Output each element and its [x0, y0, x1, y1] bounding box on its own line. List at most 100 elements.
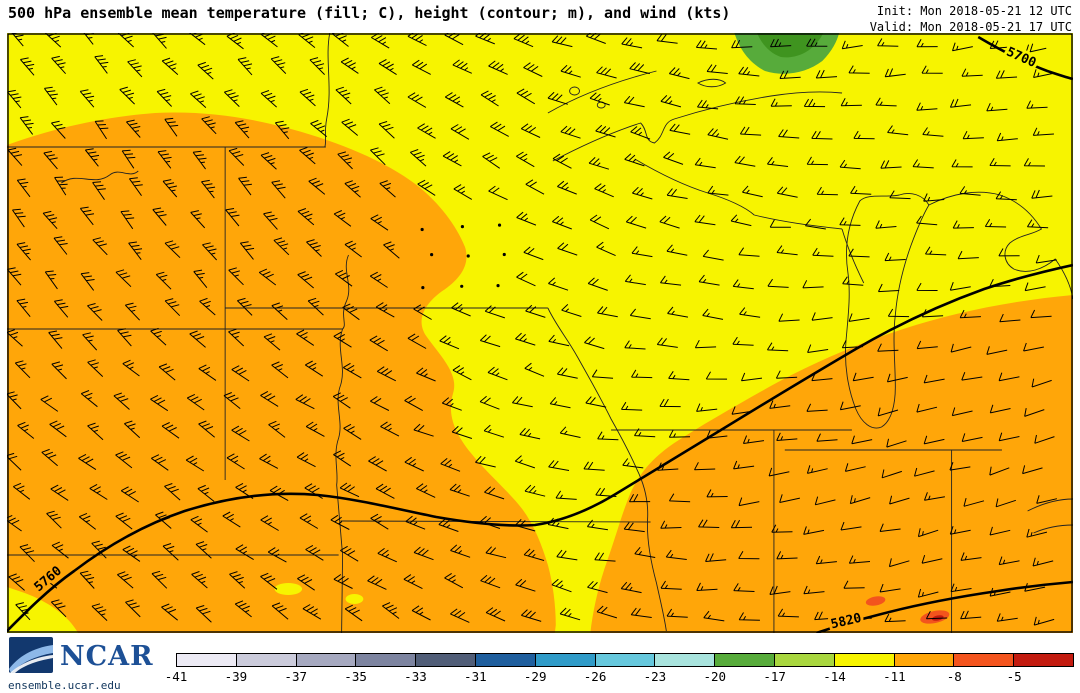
- wind-barb: [50, 599, 67, 618]
- wind-barb: [842, 276, 864, 286]
- wind-barb: [1031, 378, 1052, 388]
- wind-barb: [412, 59, 431, 75]
- wind-barb: [190, 515, 208, 533]
- wind-barb: [488, 60, 508, 75]
- wind-barb: [879, 583, 901, 593]
- wind-barb: [767, 278, 789, 288]
- wind-barb: [843, 580, 865, 589]
- wind-barb: [231, 365, 250, 382]
- wind-barb: [442, 151, 462, 167]
- wind-barb: [779, 494, 800, 503]
- page-title: 500 hPa ensemble mean temperature (fill;…: [8, 4, 731, 22]
- colorbar-cell: [953, 654, 1014, 666]
- wind-barb: [848, 555, 871, 564]
- wind-barb: [551, 35, 573, 48]
- wind-barb: [231, 425, 250, 442]
- wind-barb: [480, 90, 499, 107]
- wind-barb: [666, 244, 688, 256]
- wind-barb-layer: [7, 33, 1058, 626]
- wind-barb: [164, 117, 179, 137]
- wind-barb: [597, 306, 618, 318]
- wind-barb: [960, 552, 982, 561]
- wind-barb: [1024, 408, 1045, 417]
- wind-barb: [333, 210, 352, 227]
- wind-barb: [989, 526, 1011, 536]
- wind-barb: [816, 433, 838, 442]
- wind-barb: [92, 181, 106, 200]
- wind-barb: [623, 95, 645, 108]
- wind-barb: [624, 153, 645, 167]
- wind-barb: [669, 123, 691, 135]
- wind-barb: [516, 151, 535, 168]
- wind-barb: [380, 421, 400, 437]
- wind-barb: [119, 86, 135, 105]
- wind-barb: [235, 544, 254, 561]
- wind-barb: [853, 130, 875, 140]
- wind-barb: [695, 40, 718, 50]
- wind-barb: [128, 241, 143, 261]
- valid-time: Valid: Mon 2018-05-21 17 UTC: [869, 19, 1072, 34]
- wind-barb: [122, 545, 141, 562]
- wind-barb: [263, 211, 278, 230]
- wind-barb: [158, 363, 176, 381]
- wind-barb: [779, 70, 801, 79]
- wind-barb: [877, 343, 899, 352]
- wind-barb: [524, 362, 545, 377]
- wind-barb: [332, 392, 351, 409]
- wind-barb: [520, 123, 541, 138]
- wind-barb: [405, 515, 426, 530]
- wind-barb: [961, 68, 983, 77]
- wind-barb: [259, 453, 279, 469]
- wind-barb: [840, 98, 862, 107]
- wind-barb: [375, 483, 395, 499]
- wind-barb: [887, 125, 909, 136]
- wind-barb: [202, 242, 218, 261]
- wind-barb: [269, 485, 289, 502]
- wind-barb: [776, 186, 798, 198]
- wind-barb: [917, 588, 939, 598]
- small-lake: [569, 86, 580, 96]
- wind-barb: [621, 37, 643, 49]
- wind-barb: [228, 147, 245, 166]
- wind-barb: [733, 583, 755, 592]
- wind-barb: [777, 608, 799, 618]
- wind-barb: [916, 282, 938, 291]
- wind-barb: [337, 151, 353, 170]
- wind-barb: [305, 544, 324, 561]
- wind-barb: [342, 303, 360, 321]
- height-contour-5820: [815, 580, 1073, 633]
- wind-barb: [768, 467, 790, 477]
- colorbar-cell: [594, 654, 655, 666]
- wind-barb: [594, 183, 614, 198]
- wind-barb: [702, 249, 724, 261]
- wind-barb: [239, 241, 255, 260]
- wind-barb: [201, 116, 217, 135]
- wind-barb: [113, 392, 130, 410]
- wind-barb: [889, 495, 910, 505]
- wind-barb: [91, 603, 108, 621]
- wind-barb: [479, 334, 501, 348]
- wind-barb: [164, 483, 181, 501]
- wind-barb: [551, 578, 572, 593]
- wind-barb: [1026, 219, 1049, 229]
- wind-barb: [302, 604, 322, 620]
- wind-barb: [694, 339, 717, 349]
- wind-barb: [50, 484, 69, 501]
- colorbar-cell: [295, 654, 356, 666]
- wind-barb: [1022, 465, 1043, 475]
- wind-barb: [660, 520, 682, 529]
- wind-barb: [589, 92, 610, 106]
- wind-barb: [914, 467, 935, 477]
- ncar-flag-swoosh: [9, 645, 53, 673]
- wind-barb: [80, 272, 95, 291]
- wind-barb: [996, 132, 1018, 142]
- wind-barb: [888, 558, 910, 568]
- wind-barb: [260, 90, 277, 108]
- wind-barb: [776, 245, 798, 256]
- michigan-east-shore: [928, 191, 1073, 300]
- wind-barb: [305, 421, 325, 437]
- wind-barb: [452, 365, 472, 381]
- wind-barb: [552, 153, 572, 169]
- wind-barb: [706, 489, 728, 498]
- wind-barb: [483, 424, 505, 438]
